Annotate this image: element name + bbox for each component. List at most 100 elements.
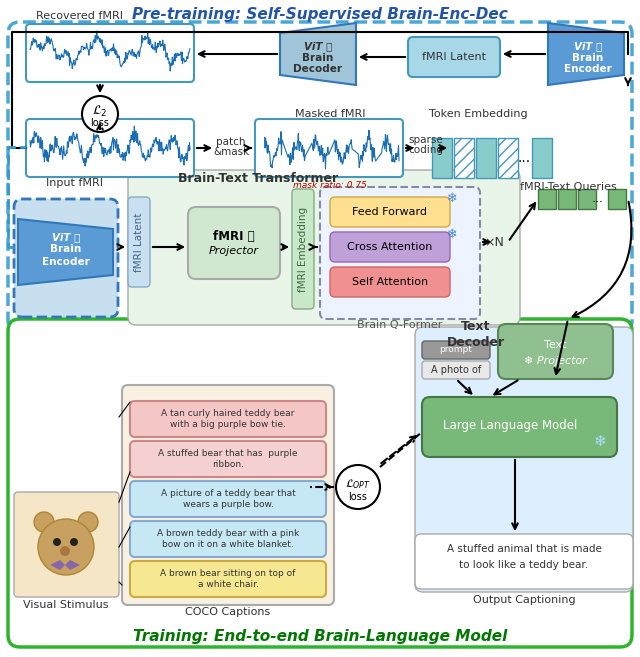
FancyBboxPatch shape — [415, 327, 633, 592]
FancyBboxPatch shape — [422, 397, 617, 457]
Text: Brain-Text Transformer: Brain-Text Transformer — [178, 173, 338, 185]
Polygon shape — [50, 560, 65, 570]
Bar — [538, 189, 556, 209]
Text: ViT 🔥: ViT 🔥 — [304, 41, 332, 51]
Bar — [454, 138, 474, 178]
Text: Token Embedding: Token Embedding — [429, 109, 527, 119]
Text: mask ratio: 0.75: mask ratio: 0.75 — [293, 181, 367, 189]
Text: Encoder: Encoder — [564, 64, 612, 74]
Text: Masked fMRI: Masked fMRI — [295, 109, 365, 119]
Text: Output Captioning: Output Captioning — [473, 595, 575, 605]
Text: COCO Captions: COCO Captions — [186, 607, 271, 617]
FancyBboxPatch shape — [415, 534, 633, 589]
FancyBboxPatch shape — [26, 24, 194, 82]
FancyBboxPatch shape — [8, 319, 632, 647]
Polygon shape — [280, 23, 356, 85]
Circle shape — [70, 538, 78, 546]
Text: Pre-training: Self-Supervised Brain-Enc-Dec: Pre-training: Self-Supervised Brain-Enc-… — [132, 7, 508, 22]
FancyBboxPatch shape — [422, 361, 490, 379]
Text: Brain: Brain — [572, 53, 604, 63]
Text: A stuffed bear that has  purple
ribbon.: A stuffed bear that has purple ribbon. — [158, 449, 298, 469]
Text: ❄ Projector: ❄ Projector — [524, 356, 586, 366]
Text: Self Attention: Self Attention — [352, 277, 428, 287]
Text: to look like a teddy bear.: to look like a teddy bear. — [460, 560, 589, 570]
Text: A tan curly haired teddy bear
with a big purple bow tie.: A tan curly haired teddy bear with a big… — [161, 409, 294, 429]
FancyBboxPatch shape — [330, 197, 450, 227]
FancyBboxPatch shape — [26, 119, 194, 177]
Bar — [532, 138, 552, 178]
Text: Training: End-to-end Brain-Language Model: Training: End-to-end Brain-Language Mode… — [133, 629, 507, 645]
Text: ...: ... — [517, 151, 531, 165]
Text: ViT 🔥: ViT 🔥 — [574, 41, 602, 51]
Circle shape — [38, 519, 94, 575]
Text: Projector: Projector — [209, 246, 259, 256]
FancyBboxPatch shape — [128, 197, 150, 287]
FancyBboxPatch shape — [14, 492, 119, 597]
Text: prompt: prompt — [440, 346, 472, 355]
FancyBboxPatch shape — [130, 521, 326, 557]
Text: &mask: &mask — [213, 147, 249, 157]
Text: fMRI Embedding: fMRI Embedding — [298, 206, 308, 292]
Text: fMRI 🔥: fMRI 🔥 — [213, 231, 255, 244]
FancyBboxPatch shape — [498, 324, 613, 379]
FancyBboxPatch shape — [14, 199, 118, 317]
Text: loss: loss — [349, 492, 367, 502]
FancyBboxPatch shape — [292, 189, 314, 309]
Text: Brain Q-Former: Brain Q-Former — [357, 320, 443, 330]
Bar — [608, 189, 626, 209]
FancyBboxPatch shape — [330, 232, 450, 262]
Circle shape — [336, 465, 380, 509]
FancyBboxPatch shape — [188, 207, 280, 279]
Bar — [476, 138, 496, 178]
Text: ×N: ×N — [484, 235, 504, 248]
Text: Large Language Model: Large Language Model — [443, 419, 577, 432]
Text: A brown bear sitting on top of
a white chair.: A brown bear sitting on top of a white c… — [160, 569, 296, 589]
FancyBboxPatch shape — [8, 22, 632, 332]
Text: Input fMRI: Input fMRI — [47, 178, 104, 188]
Text: A stuffed animal that is made: A stuffed animal that is made — [447, 544, 602, 554]
Text: Brain: Brain — [51, 244, 82, 254]
Circle shape — [82, 96, 118, 132]
FancyBboxPatch shape — [130, 561, 326, 597]
Text: patch: patch — [216, 137, 246, 147]
Text: fMRI Latent: fMRI Latent — [422, 52, 486, 62]
Circle shape — [78, 512, 98, 532]
Text: A photo of: A photo of — [431, 365, 481, 375]
Polygon shape — [65, 560, 80, 570]
Text: Visual Stimulus: Visual Stimulus — [23, 600, 109, 610]
Circle shape — [34, 512, 54, 532]
Text: Decoder: Decoder — [294, 64, 342, 74]
Text: A brown teddy bear with a pink
bow on it on a white blanket.: A brown teddy bear with a pink bow on it… — [157, 529, 299, 549]
Text: $\mathcal{L}_2$: $\mathcal{L}_2$ — [92, 103, 108, 118]
Text: Feed Forward: Feed Forward — [353, 207, 428, 217]
Text: ...: ... — [592, 193, 604, 206]
Text: loss: loss — [91, 118, 109, 128]
Circle shape — [60, 546, 70, 556]
FancyBboxPatch shape — [130, 441, 326, 477]
Text: Recovered fMRI: Recovered fMRI — [36, 11, 124, 21]
Polygon shape — [548, 23, 624, 85]
FancyBboxPatch shape — [422, 341, 490, 359]
Text: coding: coding — [408, 145, 444, 155]
Text: A picture of a teddy bear that
wears a purple bow.: A picture of a teddy bear that wears a p… — [161, 489, 296, 509]
Polygon shape — [18, 219, 113, 285]
Text: Cross Attention: Cross Attention — [348, 242, 433, 252]
Bar — [578, 189, 596, 209]
Text: ❄: ❄ — [447, 193, 457, 206]
Text: ❄: ❄ — [594, 434, 606, 449]
Text: sparse: sparse — [408, 135, 444, 145]
FancyBboxPatch shape — [320, 187, 480, 319]
Text: ❄: ❄ — [447, 227, 457, 240]
Text: ViT 🔥: ViT 🔥 — [52, 232, 80, 242]
FancyBboxPatch shape — [122, 385, 334, 605]
FancyBboxPatch shape — [255, 119, 403, 177]
Text: Encoder: Encoder — [42, 257, 90, 267]
FancyBboxPatch shape — [128, 170, 520, 325]
Bar — [558, 189, 576, 209]
Text: Text: Text — [544, 340, 566, 350]
Text: Text
Decoder: Text Decoder — [447, 321, 505, 350]
FancyBboxPatch shape — [130, 481, 326, 517]
Bar — [498, 138, 518, 178]
Circle shape — [53, 538, 61, 546]
FancyBboxPatch shape — [130, 401, 326, 437]
